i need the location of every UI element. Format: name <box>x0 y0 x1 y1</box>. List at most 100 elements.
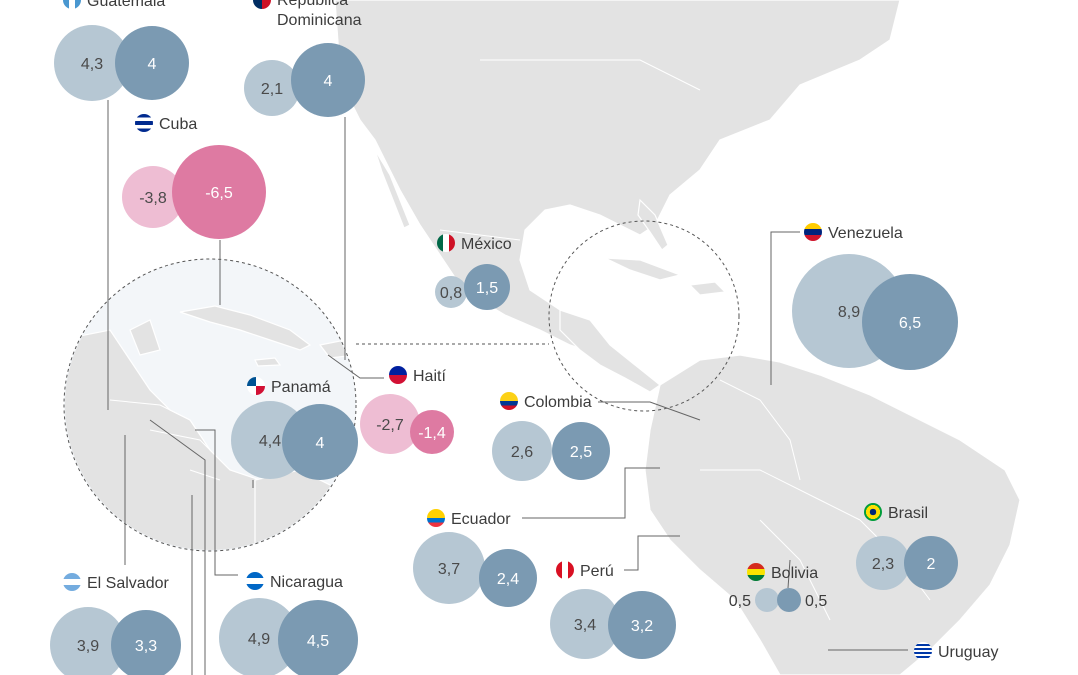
ecuador-flag-icon <box>427 509 445 527</box>
country-name: México <box>461 236 512 253</box>
caribbean-reference-circle <box>548 220 740 412</box>
nicaragua-value1-bubble <box>219 598 299 675</box>
bolivia-value1-value: 0,5 <box>729 593 751 610</box>
panama-flag-icon <box>247 377 265 395</box>
peru-flag-icon <box>556 561 574 579</box>
leader-nicaragua-1 <box>149 419 206 675</box>
peru-value1-value: 3,4 <box>574 617 596 634</box>
country-label-colombia: Colombia <box>500 392 592 412</box>
el-salvador-value2-bubble <box>111 610 181 675</box>
brasil-value1-value: 2,3 <box>872 556 894 573</box>
dominican-republic-flag-icon <box>253 0 271 9</box>
panama-value2-value: 4 <box>316 435 325 452</box>
country-label-brasil: Brasil <box>864 503 928 523</box>
country-name: Ecuador <box>451 511 511 528</box>
country-name: Perú <box>580 563 614 580</box>
republica-dominicana-value1-value: 2,1 <box>261 81 283 98</box>
republica-dominicana-value1-bubble <box>244 60 300 116</box>
cuba-value2-value: -6,5 <box>205 185 233 202</box>
hispaniola-small <box>688 281 727 296</box>
cuba-flag-icon <box>135 114 153 132</box>
haiti-flag-icon <box>389 366 407 384</box>
mexico-value2-value: 1,5 <box>476 280 498 297</box>
country-label-ecuador: Ecuador <box>427 509 511 529</box>
guatemala-value2-value: 4 <box>148 56 157 73</box>
central-america <box>559 309 662 393</box>
leader-colombia <box>598 401 701 421</box>
el-salvador-value2-value: 3,3 <box>135 638 157 655</box>
leader-ecuador <box>522 467 660 519</box>
country-name: Brasil <box>888 505 929 522</box>
south-america-landmass <box>644 354 1021 675</box>
ecuador-value2-value: 2,4 <box>497 571 519 588</box>
country-label-nicaragua: Nicaragua <box>246 572 343 592</box>
peru-value2-bubble <box>608 591 676 659</box>
mexico-value2-bubble <box>464 264 510 310</box>
inset-south-america <box>254 469 355 550</box>
country-name: Colombia <box>524 394 592 411</box>
haiti-value2-value: -1,4 <box>418 425 446 442</box>
republica-dominicana-value2-bubble <box>291 43 365 117</box>
leader-peru <box>624 535 680 571</box>
country-borders <box>439 59 931 621</box>
haiti-value1-bubble <box>360 394 420 454</box>
mexico-value1-value: 0,8 <box>440 285 462 302</box>
mexico-value1-bubble <box>435 276 467 308</box>
guatemala-value1-value: 4,3 <box>81 56 103 73</box>
nicaragua-value2-bubble <box>278 600 358 675</box>
brasil-value2-value: 2 <box>927 556 936 573</box>
country-label-peru: Perú <box>556 561 614 581</box>
argentina-flag-icon <box>63 573 81 591</box>
peru-value2-value: 3,2 <box>631 618 653 635</box>
brasil-value2-bubble <box>904 536 958 590</box>
venezuela-value1-value: 8,9 <box>838 304 860 321</box>
brazil-flag-icon <box>864 503 882 521</box>
bolivia-value2-value: 0,5 <box>805 593 827 610</box>
country-name: Haití <box>413 368 446 385</box>
country-name: El Salvador <box>87 575 169 592</box>
ecuador-value1-bubble <box>413 532 485 604</box>
el-salvador-value1-value: 3,9 <box>77 638 99 655</box>
country-name: Bolivia <box>771 565 819 582</box>
guatemala-value2-bubble <box>115 26 189 100</box>
inset-yucatan <box>129 319 161 356</box>
inset-cuba <box>179 305 312 351</box>
bolivia-value2-bubble <box>777 588 801 612</box>
country-name: Cuba <box>159 116 198 133</box>
nicaragua-value2-value: 4,5 <box>307 633 329 650</box>
country-label-guatemala: Guatemala <box>63 0 165 11</box>
nicaragua-flag-icon <box>246 572 264 590</box>
country-name: Nicaragua <box>270 574 343 591</box>
uruguay-flag-icon <box>914 642 932 660</box>
cuba-value1-bubble <box>122 166 184 228</box>
leader-bolivia <box>787 559 791 589</box>
leader-venezuela <box>770 231 800 385</box>
cuba-value1-value: -3,8 <box>139 190 167 207</box>
colombia-value2-bubble <box>552 422 610 480</box>
peru-value1-bubble <box>550 589 620 659</box>
country-label-venezuela: Venezuela <box>804 223 903 243</box>
panama-value2-bubble <box>282 404 358 480</box>
leader-haiti <box>327 354 384 379</box>
cuba-small <box>604 257 683 281</box>
nicaragua-value1-value: 4,9 <box>248 631 270 648</box>
colombia-value1-bubble <box>492 421 552 481</box>
leader-lines <box>107 100 908 675</box>
country-label-bolivia: Bolivia <box>747 563 818 583</box>
venezuela-value2-bubble <box>862 274 958 370</box>
mexico-flag-icon <box>437 234 455 252</box>
country-label-el-salvador: El Salvador <box>63 573 169 593</box>
venezuela-flag-icon <box>804 223 822 241</box>
country-name: Panamá <box>271 379 331 396</box>
guatemala-flag-icon <box>63 0 81 9</box>
country-name: Venezuela <box>828 225 903 242</box>
country-label-cuba: Cuba <box>135 114 197 134</box>
guatemala-value1-bubble <box>54 25 130 101</box>
baja-california <box>374 149 411 229</box>
leader-nicaragua-2 <box>195 429 238 576</box>
florida <box>637 198 669 251</box>
haiti-value2-bubble <box>410 410 454 454</box>
country-name: República Dominicana <box>277 0 362 29</box>
bolivia-value1-bubble <box>755 588 779 612</box>
